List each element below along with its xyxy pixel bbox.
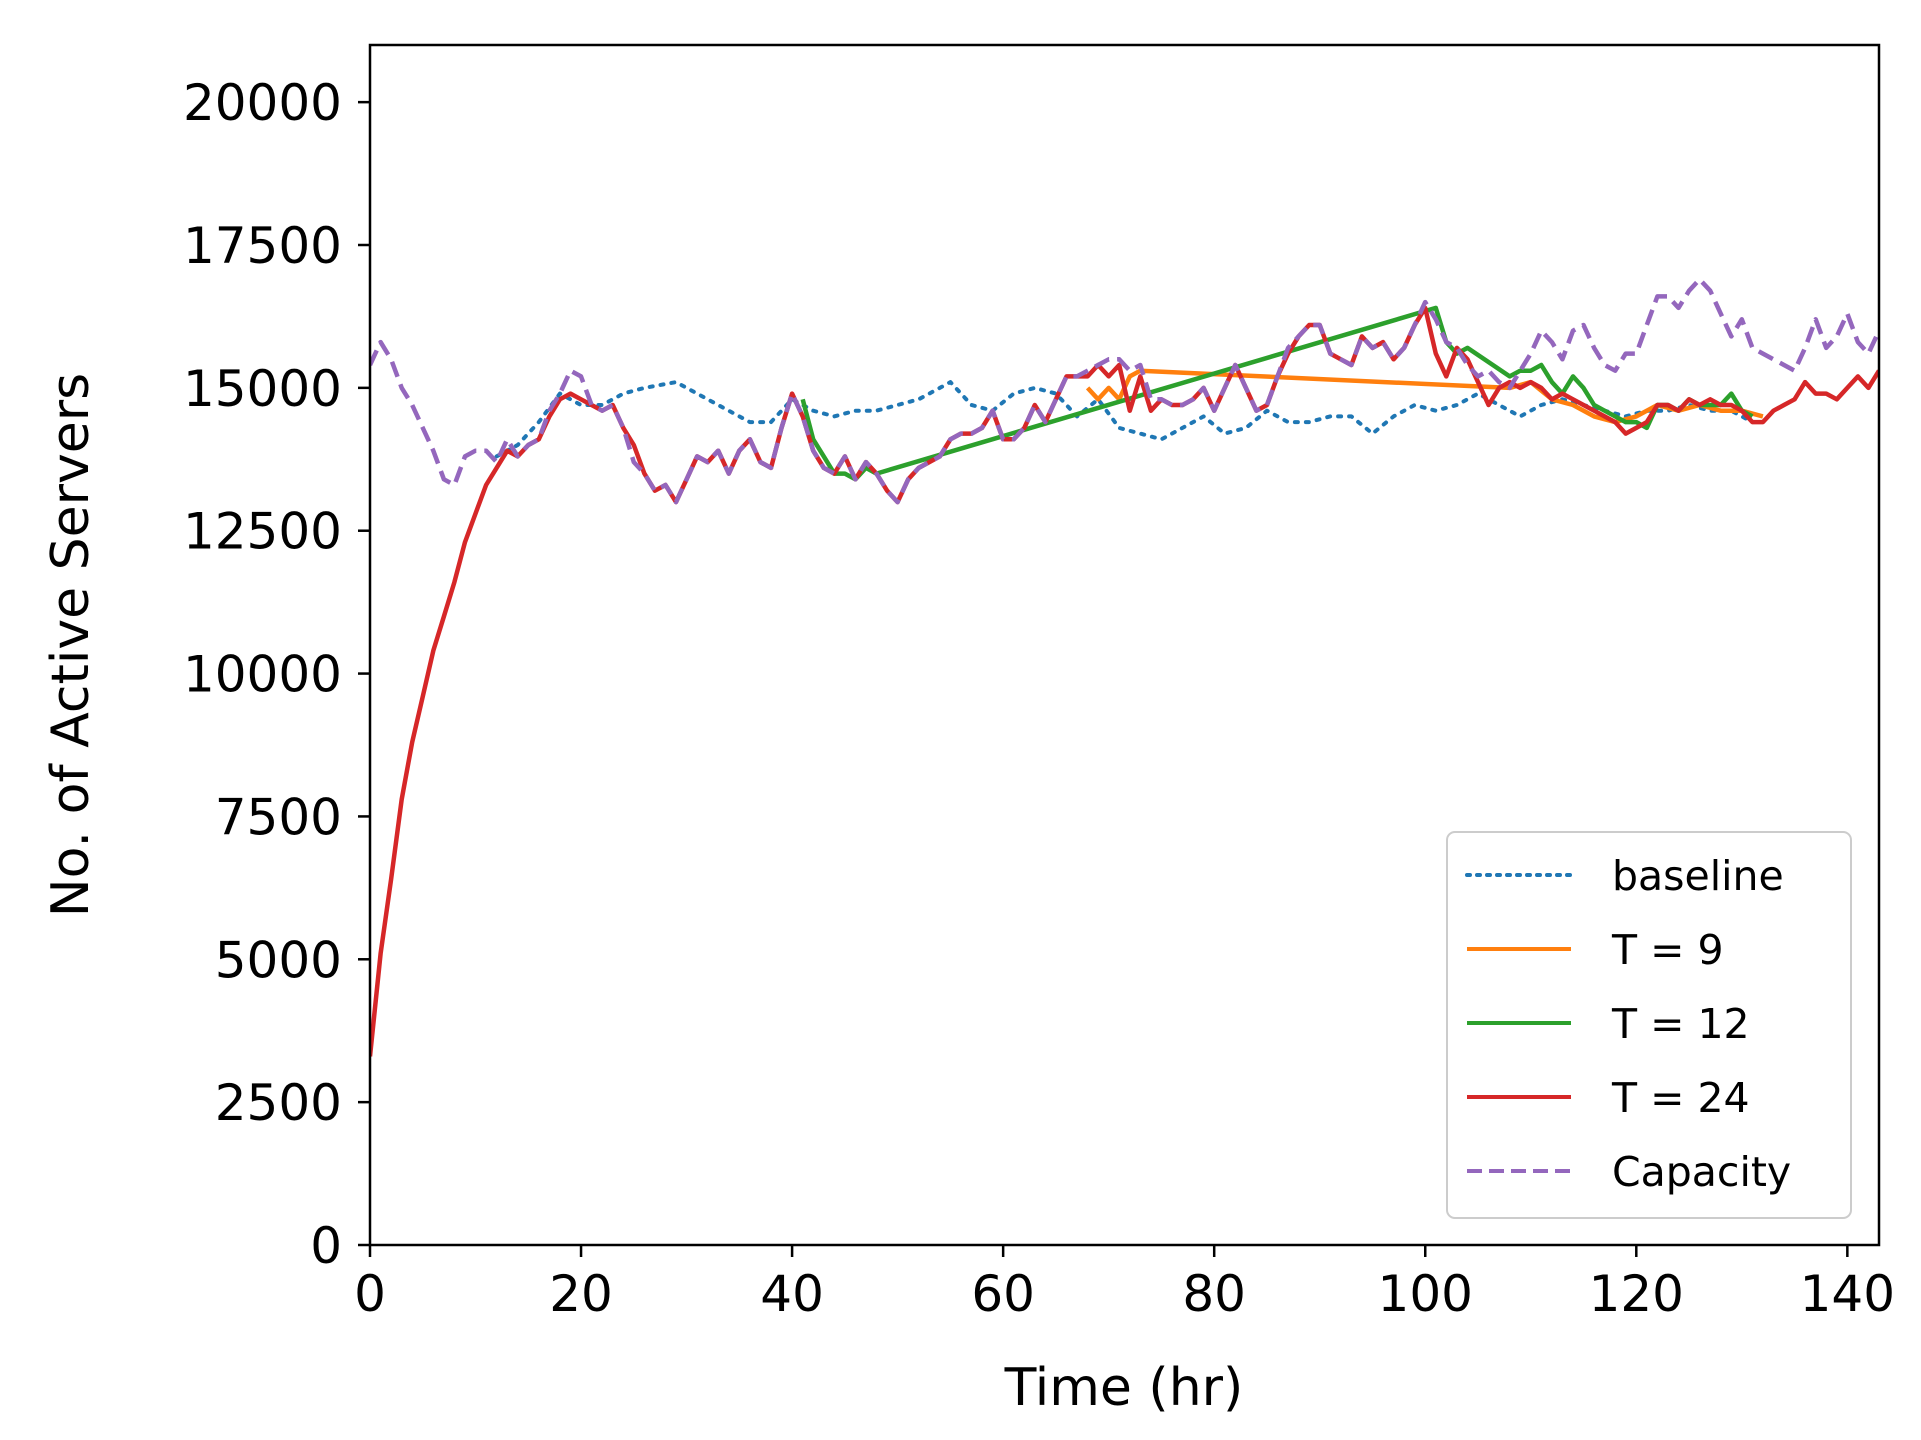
y-axis-label: No. of Active Servers xyxy=(41,373,101,918)
legend: baseline T = 9 T = 12 T = 24 Capacity xyxy=(1446,831,1852,1219)
y-tick-label: 20000 xyxy=(183,74,342,132)
x-axis-label: Time (hr) xyxy=(1004,1358,1244,1418)
legend-label-baseline: baseline xyxy=(1612,852,1784,900)
legend-label-capacity: Capacity xyxy=(1612,1148,1791,1196)
series-line-t-24 xyxy=(370,305,1879,1057)
y-tick-label: 12500 xyxy=(183,503,342,561)
x-tick-label: 20 xyxy=(549,1265,613,1323)
legend-label-t24: T = 24 xyxy=(1611,1074,1750,1122)
x-tick-label: 80 xyxy=(1182,1265,1246,1323)
x-tick-label: 120 xyxy=(1589,1265,1684,1323)
series-line-baseline xyxy=(494,380,1755,459)
y-tick-label: 5000 xyxy=(215,931,342,989)
legend-label-t12: T = 12 xyxy=(1611,1000,1750,1048)
x-tick-label: 60 xyxy=(971,1265,1035,1323)
x-tick-label: 100 xyxy=(1378,1265,1473,1323)
x-tick-label: 140 xyxy=(1800,1265,1895,1323)
x-axis: 0 20 40 60 80 100 120 140 xyxy=(354,1245,1895,1323)
y-tick-label: 7500 xyxy=(215,788,342,846)
y-tick-label: 0 xyxy=(310,1217,342,1275)
y-tick-label: 10000 xyxy=(183,646,342,704)
legend-box xyxy=(1446,831,1852,1219)
series-layer xyxy=(370,277,1879,1057)
plot-frame xyxy=(368,43,1881,1247)
legend-label-t9: T = 9 xyxy=(1611,926,1724,974)
y-tick-label: 2500 xyxy=(215,1074,342,1132)
series-line-capacity xyxy=(370,277,1879,505)
y-tick-label: 15000 xyxy=(183,360,342,418)
x-tick-label: 40 xyxy=(760,1265,824,1323)
y-axis: 0 2500 5000 7500 10000 12500 15000 17500 20000 xyxy=(183,74,370,1275)
y-tick-label: 17500 xyxy=(183,217,342,275)
x-tick-label: 0 xyxy=(354,1265,386,1323)
